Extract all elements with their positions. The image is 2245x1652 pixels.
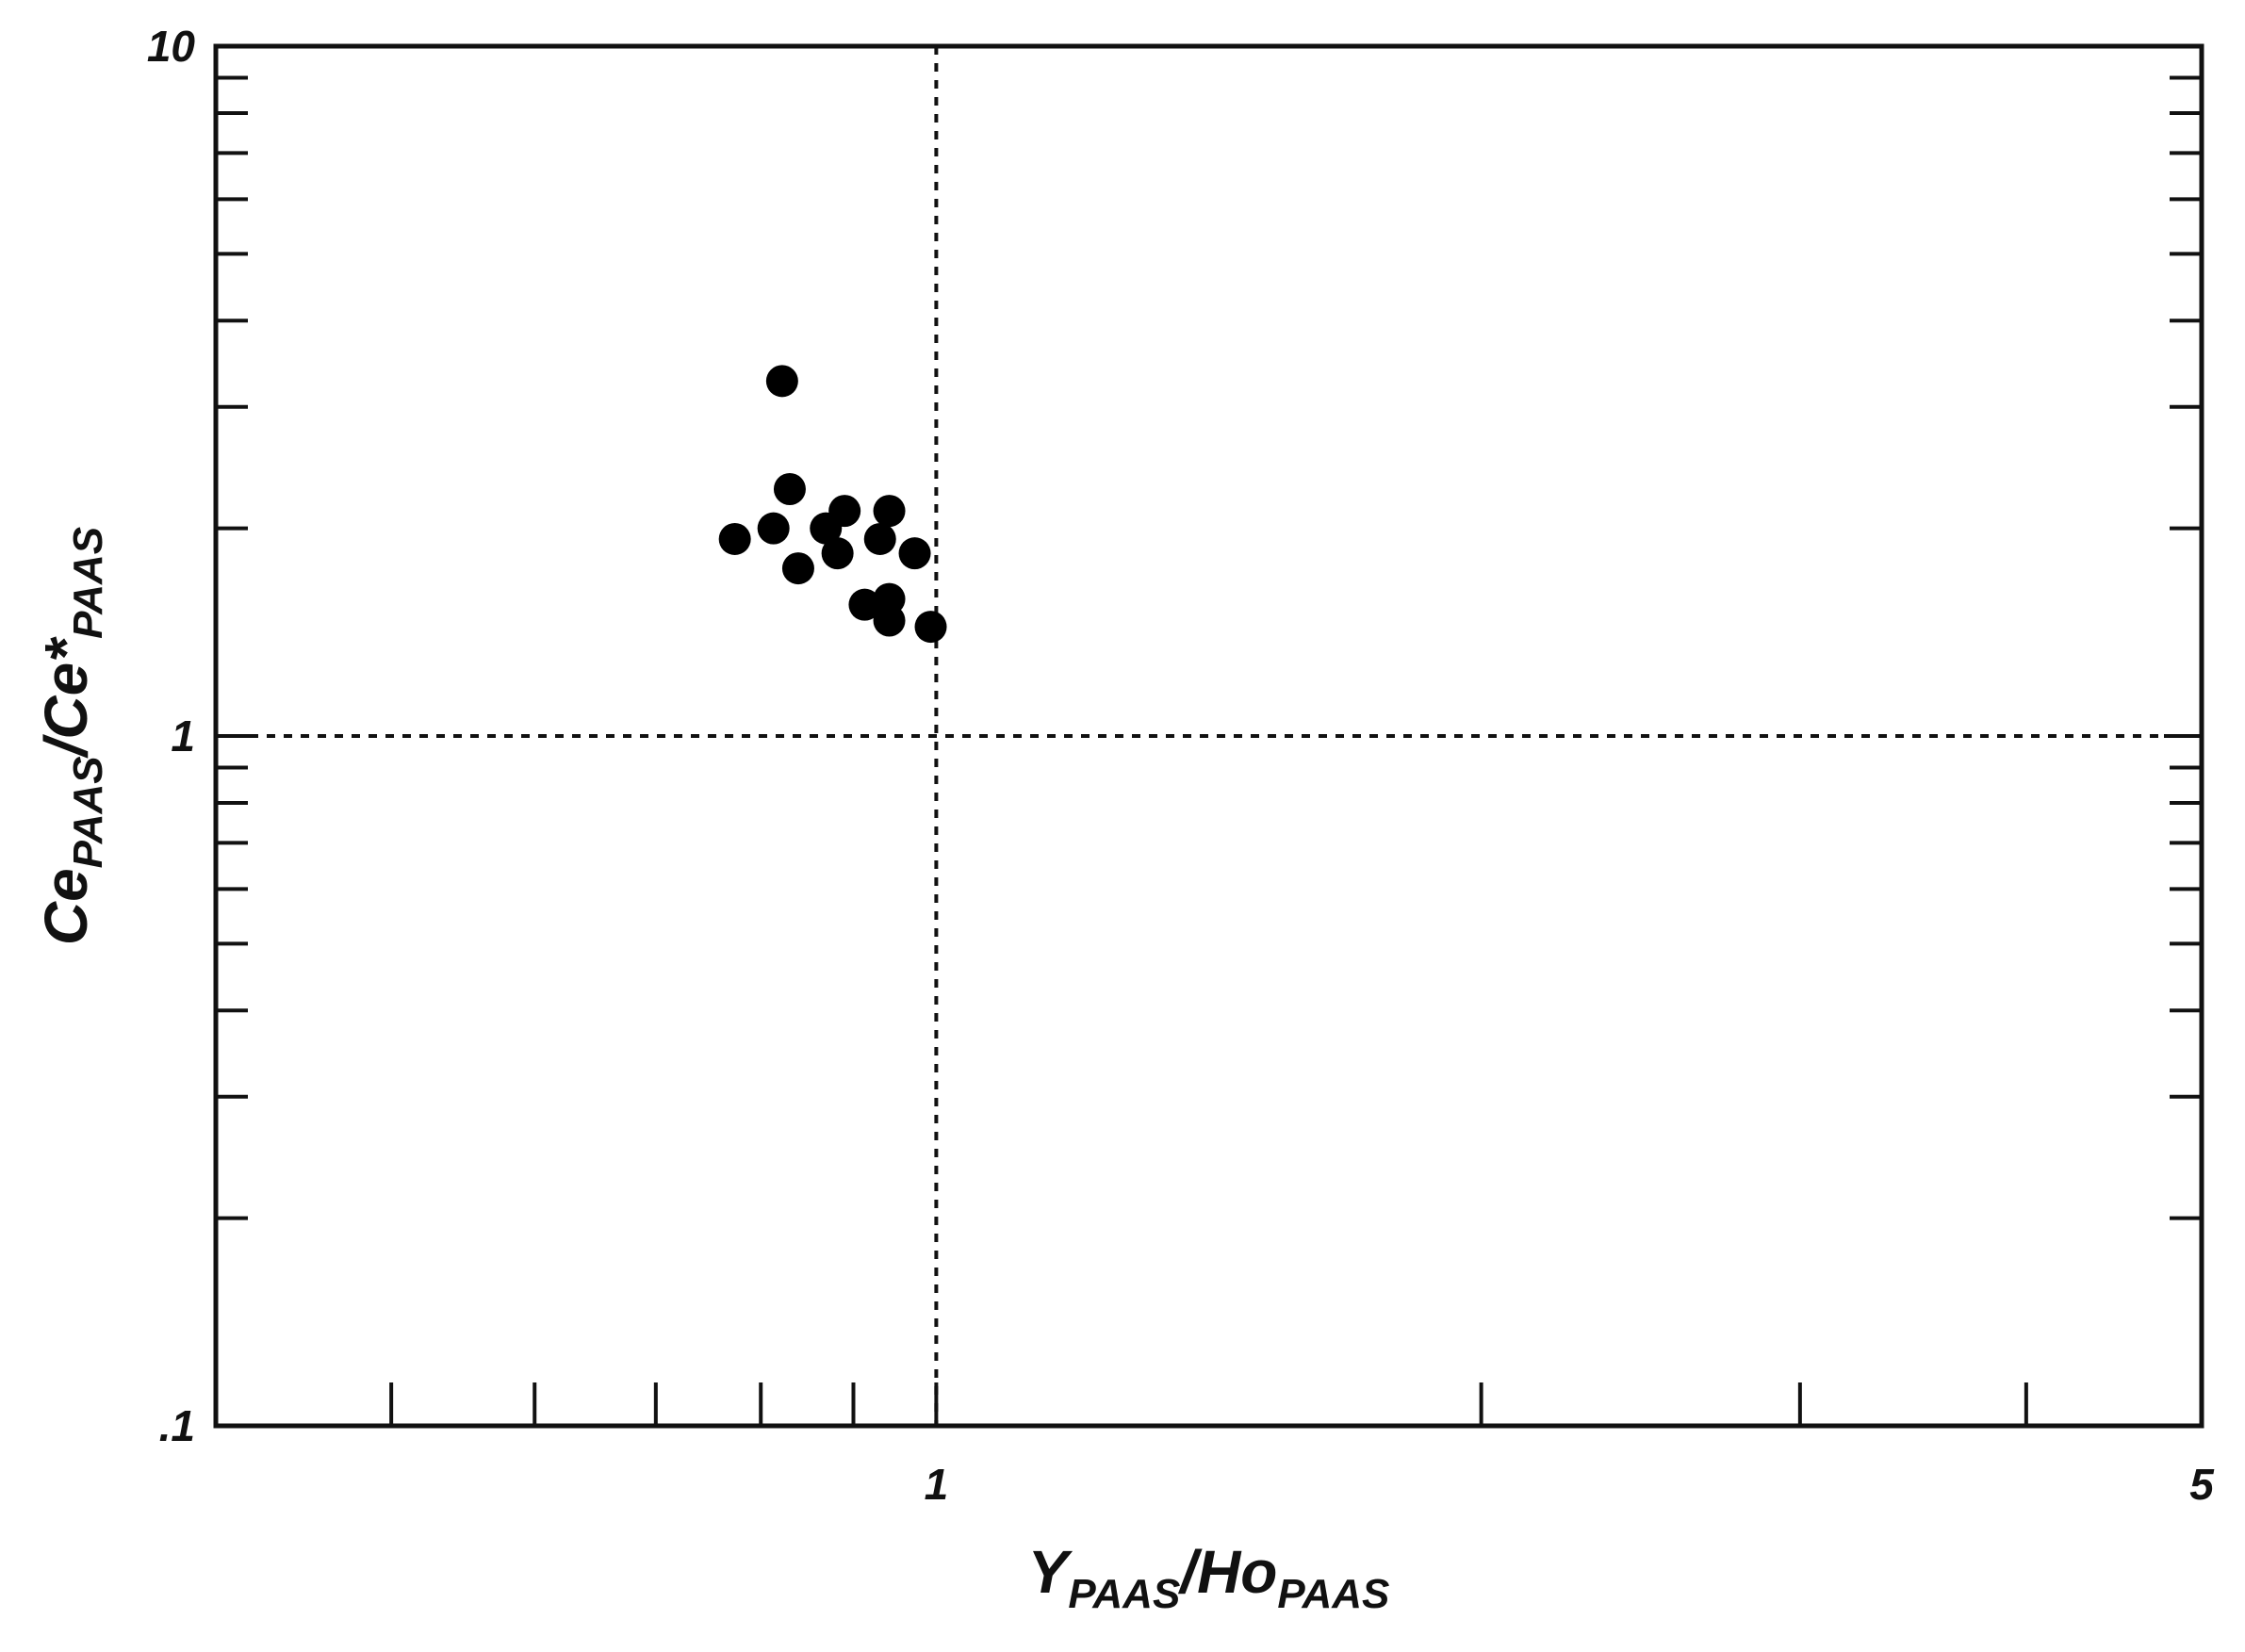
y-tick-label: 1 — [171, 712, 195, 761]
data-point — [863, 522, 896, 555]
title-part: Ce — [32, 868, 100, 945]
y-axis-title: CePAAS/Ce*PAAS — [32, 527, 111, 945]
data-point — [765, 365, 798, 398]
subscript: PAAS — [65, 756, 111, 868]
data-point — [914, 611, 947, 644]
data-point — [873, 604, 906, 637]
y-tick-label: .1 — [159, 1401, 195, 1450]
data-point — [898, 537, 931, 570]
x-axis-title: YPAAS/HoPAAS — [1028, 1538, 1390, 1617]
data-point — [781, 552, 814, 585]
subscript: PAAS — [1277, 1571, 1389, 1617]
data-point — [757, 512, 790, 545]
data-point — [718, 522, 751, 555]
subscript: PAAS — [65, 527, 111, 639]
data-point — [773, 472, 806, 505]
title-part: /Ce* — [32, 636, 100, 760]
data-point — [873, 495, 906, 528]
subscript: PAAS — [1068, 1571, 1180, 1617]
title-part: /Ho — [1177, 1538, 1277, 1606]
data-point — [848, 588, 881, 621]
x-tick-label: 1 — [925, 1460, 949, 1509]
data-point — [828, 495, 861, 528]
data-point — [821, 537, 854, 570]
title-part: Y — [1028, 1538, 1073, 1606]
plot-frame — [213, 43, 2204, 1429]
y-tick-label: 10 — [147, 22, 196, 71]
x-tick-label: 5 — [2189, 1460, 2215, 1509]
